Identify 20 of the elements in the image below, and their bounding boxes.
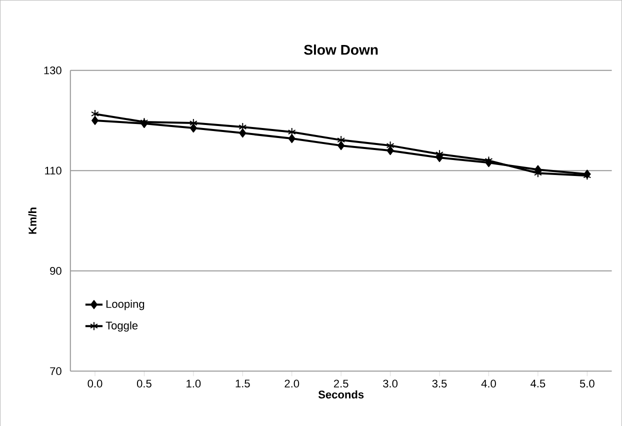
x-tick-label: 2.5 — [334, 379, 348, 388]
y-tick-label: 90 — [50, 266, 62, 275]
x-axis-title: Seconds — [318, 390, 364, 398]
x-tick-label: 0.0 — [88, 379, 102, 388]
x-tick-label: 3.5 — [432, 379, 447, 388]
x-tick-label: 2.0 — [284, 379, 300, 388]
y-tick-label: 70 — [50, 367, 62, 375]
x-tick-label: 1.5 — [236, 379, 250, 388]
y-axis-title: Km/h — [28, 207, 37, 234]
x-tick-label: 0.5 — [136, 379, 152, 388]
legend-label: Toggle — [106, 321, 138, 332]
chart-title: Slow Down — [304, 44, 378, 55]
x-tick-label: 1.0 — [186, 379, 201, 388]
x-tick-label: 4.5 — [530, 379, 546, 388]
x-tick-label: 5.0 — [580, 379, 594, 388]
y-tick-label: 130 — [44, 66, 62, 74]
legend-label: Looping — [106, 300, 144, 310]
x-tick-label: 3.0 — [383, 379, 398, 388]
y-tick-label: 110 — [45, 166, 62, 174]
x-tick-label: 4.0 — [481, 379, 496, 388]
